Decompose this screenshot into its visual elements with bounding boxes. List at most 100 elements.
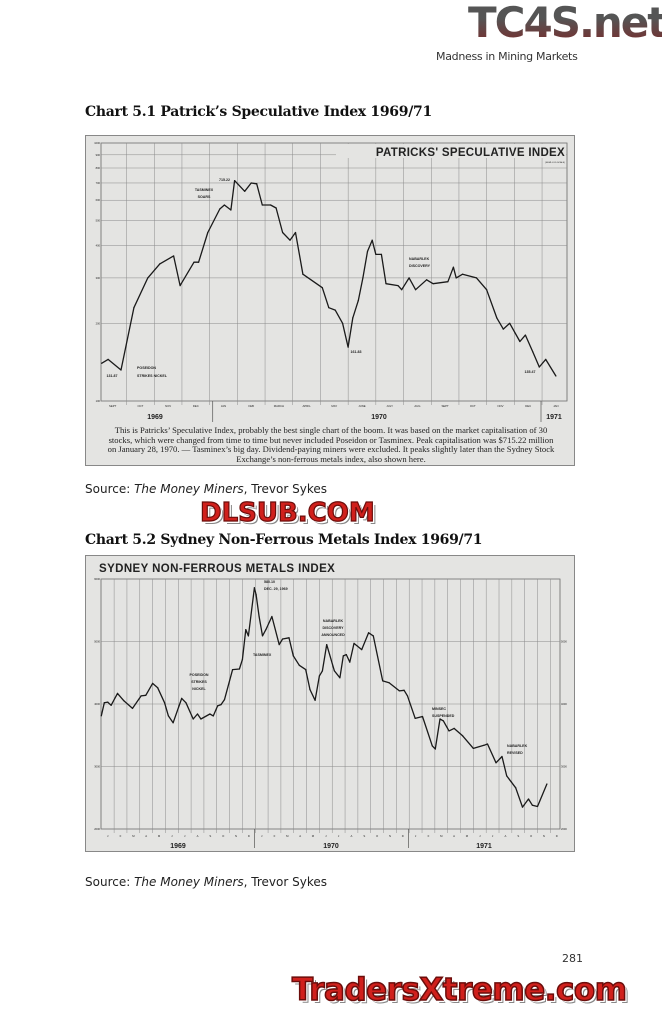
y-right-tick-label: 4000	[561, 702, 567, 706]
x-tick-label: F	[274, 834, 276, 838]
annotation-label: 131.87	[107, 374, 118, 378]
chart-5-1-source: Source: The Money Miners, Trevor Sykes	[85, 482, 327, 496]
x-tick-label: M	[312, 834, 315, 838]
annotation-label: 715.22	[219, 178, 230, 182]
data-point	[388, 682, 390, 684]
data-point	[455, 277, 457, 279]
source-book-title: The Money Miners	[134, 482, 244, 496]
data-point	[197, 261, 200, 263]
data-point	[238, 668, 241, 670]
data-point	[349, 661, 351, 663]
data-point	[288, 637, 290, 639]
data-point	[231, 669, 234, 671]
data-point	[256, 183, 258, 185]
data-point	[278, 644, 280, 646]
y-tick-label: 6000	[94, 577, 100, 581]
data-point	[403, 689, 405, 691]
x-tick-label: JULY	[386, 404, 393, 408]
data-point	[546, 783, 548, 785]
x-tick-label: D	[248, 834, 250, 838]
data-point	[431, 745, 433, 747]
annotation-label: STRIKES	[191, 680, 207, 684]
y-tick-label: 100	[96, 399, 101, 403]
data-point	[353, 642, 355, 644]
y-tick-label: 200	[96, 321, 101, 325]
annotation-label: STRIKES NICKEL	[137, 374, 168, 378]
title-background	[336, 144, 566, 158]
annotation-label: MINSEC	[432, 707, 446, 711]
data-point	[181, 697, 183, 699]
source-author: , Trevor Sykes	[243, 482, 327, 496]
data-point	[555, 375, 557, 377]
plot-area-frame	[100, 142, 568, 402]
x-tick-label: J	[492, 834, 494, 838]
year-label: 1971	[546, 414, 562, 421]
x-tick-label: A	[351, 834, 353, 838]
x-tick-label: D	[556, 834, 558, 838]
data-point	[200, 718, 202, 720]
data-point	[527, 798, 530, 800]
x-tick-label: O	[222, 834, 225, 838]
year-label: 1971	[476, 843, 492, 850]
y-tick-label: 4000	[94, 702, 100, 706]
year-label: 1969	[170, 843, 186, 850]
source-author: , Trevor Sykes	[243, 875, 327, 889]
year-label: 1970	[371, 414, 387, 421]
data-point	[371, 239, 373, 241]
data-point	[275, 207, 277, 209]
data-point	[483, 744, 485, 746]
annotation-label: NABARLEK	[507, 744, 528, 748]
data-point	[107, 701, 109, 703]
data-point	[220, 704, 222, 706]
data-point	[207, 231, 209, 234]
x-tick-label: M	[286, 834, 289, 838]
y-right-tick-label: 2000	[561, 827, 567, 831]
y-tick-label: 700	[96, 181, 101, 185]
data-point	[292, 655, 294, 657]
x-tick-label: J	[325, 834, 327, 838]
data-point	[159, 263, 161, 265]
data-point	[302, 273, 304, 275]
data-point	[147, 277, 149, 279]
data-point	[321, 670, 323, 672]
year-label: 1970	[323, 843, 339, 850]
x-tick-label: FEB	[248, 404, 254, 408]
data-point	[100, 715, 102, 717]
data-point	[258, 615, 260, 618]
patricks-speculative-index-chart: 1000 900 800 700 600 500 400 300 200 100 SEPT OCT NO…	[94, 141, 568, 422]
annotation-label: TASMINEX	[195, 188, 214, 192]
data-point	[157, 687, 159, 689]
data-point	[382, 680, 384, 682]
y-tick-label: 3000	[94, 765, 100, 769]
data-point	[103, 702, 105, 704]
data-point	[163, 702, 166, 704]
y-tick-label: 500	[96, 219, 101, 223]
annotation-label: NABARLEK	[323, 619, 344, 623]
data-point	[271, 615, 273, 618]
annotation-label: 135.47	[525, 370, 536, 374]
x-tick-label: N	[235, 834, 237, 838]
data-point	[406, 695, 409, 697]
chart-5-1-title: Chart 5.1 Patrick’s Speculative Index 19…	[85, 104, 432, 120]
data-point	[462, 735, 464, 737]
data-point	[101, 362, 103, 364]
data-point	[521, 806, 524, 808]
data-point	[519, 340, 521, 343]
chart-caption: This is Patricks’ Speculative Index, pro…	[107, 425, 555, 464]
data-point	[328, 307, 330, 309]
data-point	[486, 743, 489, 745]
data-point	[362, 277, 364, 279]
data-point	[347, 346, 349, 348]
data-point	[192, 718, 194, 720]
data-point	[375, 253, 377, 256]
data-point	[309, 689, 311, 691]
y-tick-label: 5000	[94, 640, 100, 644]
x-tick-label: MARCH	[274, 404, 284, 408]
data-point	[120, 369, 122, 371]
data-point	[247, 635, 250, 637]
x-tick-label: S	[517, 834, 519, 838]
data-point	[545, 358, 547, 360]
annotation-label: DEC. 29, 1969	[264, 587, 288, 591]
data-point	[230, 209, 232, 211]
annotation-label: 580.10	[264, 580, 275, 584]
